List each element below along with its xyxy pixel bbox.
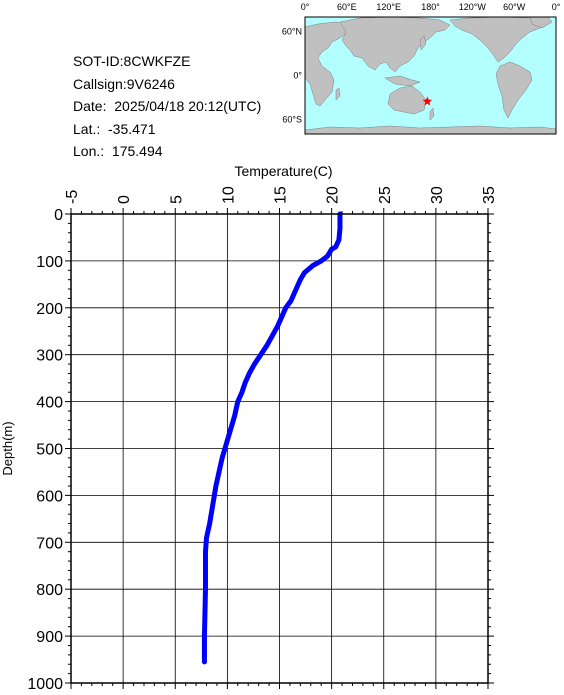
x-tick-label: 5	[168, 195, 185, 204]
temperature-data-point	[242, 380, 248, 386]
y-tick-label: 400	[36, 395, 63, 412]
temperature-series	[201, 211, 343, 665]
land-indonesia	[384, 75, 421, 87]
x-tick-label: 25	[377, 186, 394, 204]
temperature-data-point	[275, 324, 280, 329]
temperature-data-point	[288, 298, 294, 303]
longitude-text: Lon.: 175.494	[73, 143, 163, 159]
temperature-data-point	[228, 427, 233, 432]
y-tick-label: 0	[54, 207, 63, 224]
x-tick-label: 30	[429, 186, 446, 204]
temperature-data-point	[310, 263, 316, 268]
latitude-text: Lat.: -35.471	[73, 120, 156, 137]
temperature-data-point	[219, 455, 225, 461]
x-tick-label: -5	[64, 190, 81, 204]
temperature-data-point	[298, 277, 303, 282]
y-tick-label: 900	[36, 629, 63, 646]
y-tick-label: 600	[36, 488, 63, 505]
temperature-data-point	[258, 352, 263, 357]
land-nz	[429, 107, 435, 121]
x-tick-label: 15	[273, 186, 290, 204]
temperature-data-point	[325, 254, 330, 259]
temperature-data-point	[264, 343, 270, 348]
map-lon-label: 0°	[301, 2, 310, 12]
y-tick-labels: 0 100 200 300 400 500 600 700 800 900 1000	[27, 207, 63, 693]
x-tick-label: 35	[481, 186, 498, 204]
x-tick-label: 20	[325, 186, 342, 204]
date-text: Date: 2025/04/18 20:12(UTC)	[73, 98, 262, 114]
y-tick-label: 300	[36, 348, 63, 365]
map-lon-label: 60°E	[337, 2, 357, 12]
y-tick-label: 1000	[27, 676, 63, 690]
temperature-data-point	[252, 361, 257, 367]
callsign-text: Callsign:9V6246	[73, 75, 175, 92]
land-north-america	[449, 16, 546, 63]
temperature-data-point	[333, 244, 338, 250]
temperature-data-point	[204, 535, 209, 540]
temperature-data-point	[302, 270, 307, 275]
temperature-data-point	[235, 399, 240, 404]
land-madagascar	[335, 87, 341, 101]
map-lon-label: 0°	[552, 2, 561, 12]
x-tick-label: 0	[116, 195, 133, 204]
map-lon-label: 180°	[421, 2, 440, 12]
temperature-profile-line	[201, 211, 343, 665]
profile-info: SOT-ID:8CWKFZE Callsign:9V6246 Date: 202…	[73, 50, 261, 163]
map-longitude-labels: 0° 60°E 120°E 180° 120°W 60°W 0°	[301, 2, 561, 12]
temperature-data-point	[232, 413, 237, 418]
map-lon-label: 120°E	[376, 2, 401, 12]
map-land	[304, 16, 557, 135]
temperature-data-point	[336, 237, 342, 242]
land-asia	[339, 16, 451, 73]
map-latitude-labels: 60°N 0° 60°S	[282, 27, 303, 125]
y-axis-label: Depth(m)	[0, 421, 15, 475]
land-south-america	[495, 61, 533, 119]
map-location-marker	[422, 96, 433, 106]
temperature-data-point	[202, 659, 207, 665]
map-lat-label: 60°N	[282, 27, 302, 37]
map-lat-label: 60°S	[282, 114, 302, 124]
temperature-data-point	[329, 246, 334, 252]
temperature-data-point	[239, 390, 245, 395]
y-tick-label: 800	[36, 582, 63, 599]
map-lat-label: 0°	[293, 71, 302, 81]
map-lon-label: 120°W	[459, 2, 487, 12]
temperature-data-point	[319, 258, 324, 264]
location-star-marker	[422, 96, 433, 106]
temperature-data-point	[247, 371, 252, 376]
temperature-data-point	[270, 333, 275, 339]
plot-frame	[70, 213, 489, 684]
world-map: 0° 60°E 120°E 180° 120°W 60°W 0° 60°N 0° 60°S	[282, 2, 561, 135]
temperature-data-point	[203, 587, 208, 592]
temperature-data-point	[210, 502, 215, 507]
y-tick-label: 200	[36, 301, 63, 318]
temperature-data-point	[213, 483, 219, 489]
y-tick-label: 500	[36, 442, 63, 459]
temperature-data-point	[207, 521, 212, 526]
x-tick-label: 10	[220, 186, 237, 204]
temperature-data-point	[203, 549, 208, 554]
land-australia	[387, 85, 427, 115]
land-japan	[419, 35, 427, 51]
x-axis-label: Temperature(C)	[234, 163, 332, 179]
y-tick-label: 100	[36, 254, 63, 271]
y-tick-label: 700	[36, 535, 63, 552]
map-frame	[304, 16, 557, 135]
map-lon-label: 60°W	[503, 2, 526, 12]
temperature-data-point	[279, 314, 284, 320]
temperature-data-point	[216, 469, 222, 475]
sot-id-text: SOT-ID:8CWKFZE	[73, 53, 191, 69]
location-map: 0° 60°E 120°E 180° 120°W 60°W 0° 60°N 0° 60°S	[0, 0, 564, 165]
chart-grid	[70, 213, 489, 684]
x-tick-labels: -5 0 5 10 15 20 25 30 35	[64, 186, 498, 204]
temperature-data-point	[202, 633, 207, 639]
temperature-data-point	[337, 225, 343, 231]
temperature-data-point	[224, 441, 229, 447]
temperature-data-point	[283, 305, 288, 310]
temperature-data-point	[293, 286, 299, 292]
